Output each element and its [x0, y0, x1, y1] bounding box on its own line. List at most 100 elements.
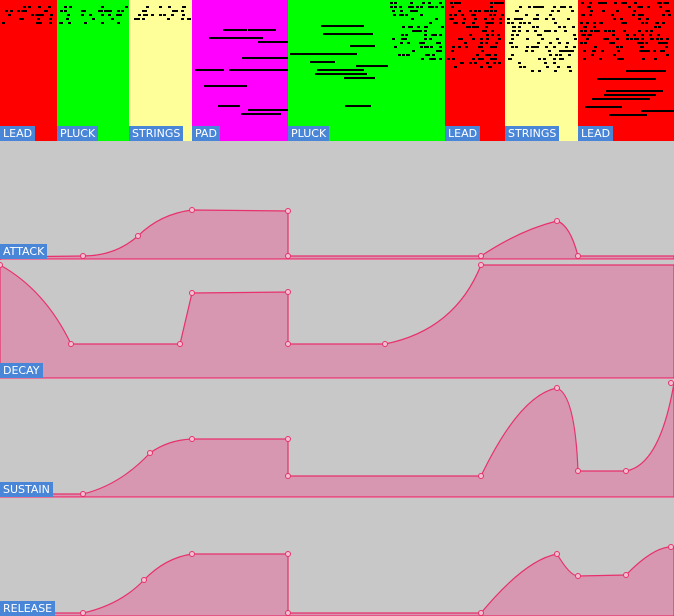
clip[interactable]	[288, 0, 445, 141]
automation-curve[interactable]	[0, 546, 674, 616]
note	[475, 26, 478, 28]
note	[660, 50, 663, 52]
note	[589, 2, 592, 4]
note	[66, 18, 69, 20]
automation-point[interactable]	[554, 218, 560, 224]
automation-point[interactable]	[68, 341, 74, 347]
note	[666, 54, 669, 56]
automation-point[interactable]	[554, 385, 560, 391]
note	[560, 6, 563, 8]
note	[394, 46, 397, 48]
automation-point[interactable]	[575, 468, 581, 474]
automation-point[interactable]	[80, 491, 86, 497]
note	[613, 18, 616, 20]
automation-curve[interactable]	[0, 264, 674, 379]
automation-point[interactable]	[668, 544, 674, 550]
note	[424, 34, 427, 36]
automation-point[interactable]	[478, 262, 484, 268]
automation-point[interactable]	[285, 610, 291, 616]
automation-point[interactable]	[285, 208, 291, 214]
note	[478, 46, 481, 48]
note	[408, 26, 411, 28]
automation-point[interactable]	[285, 253, 291, 259]
automation-point[interactable]	[382, 341, 388, 347]
note	[589, 14, 592, 16]
note	[242, 57, 288, 59]
note	[511, 22, 514, 24]
clip[interactable]	[57, 0, 129, 141]
note	[472, 22, 475, 24]
clip[interactable]	[445, 0, 505, 141]
note	[561, 58, 564, 60]
automation-point[interactable]	[285, 436, 291, 442]
automation-point[interactable]	[189, 290, 195, 296]
note	[23, 10, 26, 12]
note	[116, 14, 119, 16]
note	[499, 18, 502, 20]
lane-label: DECAY	[0, 363, 43, 378]
automation-point[interactable]	[189, 436, 195, 442]
note	[557, 10, 560, 12]
note	[474, 18, 477, 20]
note	[415, 30, 418, 32]
note	[21, 10, 24, 12]
clip[interactable]	[129, 0, 192, 141]
note	[182, 14, 185, 16]
note	[490, 10, 493, 12]
note	[462, 22, 465, 24]
automation-point[interactable]	[668, 380, 674, 386]
automation-point[interactable]	[147, 450, 153, 456]
note	[539, 34, 542, 36]
automation-point[interactable]	[177, 341, 183, 347]
note	[528, 22, 531, 24]
automation-point[interactable]	[285, 473, 291, 479]
automation-point[interactable]	[80, 610, 86, 616]
automation-point[interactable]	[285, 289, 291, 295]
automation-point[interactable]	[554, 551, 560, 557]
note	[248, 109, 288, 111]
automation-point[interactable]	[189, 551, 195, 557]
note	[439, 46, 442, 48]
automation-point[interactable]	[575, 573, 581, 579]
note	[407, 42, 410, 44]
note	[419, 42, 422, 44]
automation-point[interactable]	[0, 262, 3, 268]
note	[142, 18, 145, 20]
note	[515, 18, 518, 20]
automation-point[interactable]	[478, 473, 484, 479]
note	[516, 10, 519, 12]
note	[49, 22, 52, 24]
note	[37, 18, 40, 20]
note	[553, 46, 556, 48]
note	[425, 26, 428, 28]
note	[666, 38, 669, 40]
automation-point[interactable]	[478, 253, 484, 259]
note	[525, 14, 528, 16]
note	[390, 2, 393, 4]
note	[491, 22, 494, 24]
automation-point[interactable]	[478, 610, 484, 616]
automation-point[interactable]	[285, 551, 291, 557]
note	[663, 42, 666, 44]
automation-point[interactable]	[285, 341, 291, 347]
clip[interactable]	[0, 0, 57, 141]
note	[223, 29, 247, 31]
note	[151, 14, 154, 16]
note	[402, 26, 405, 28]
clip[interactable]	[505, 0, 578, 141]
note	[638, 18, 641, 20]
automation-point[interactable]	[623, 572, 629, 578]
note	[518, 30, 521, 32]
note	[583, 50, 586, 52]
automation-curve[interactable]	[0, 382, 674, 498]
automation-point[interactable]	[141, 577, 147, 583]
automation-point[interactable]	[135, 233, 141, 239]
automation-point[interactable]	[80, 253, 86, 259]
automation-point[interactable]	[575, 253, 581, 259]
note	[248, 29, 276, 31]
note	[465, 46, 468, 48]
automation-point[interactable]	[623, 468, 629, 474]
automation-point[interactable]	[189, 207, 195, 213]
note	[497, 34, 500, 36]
note	[458, 10, 461, 12]
